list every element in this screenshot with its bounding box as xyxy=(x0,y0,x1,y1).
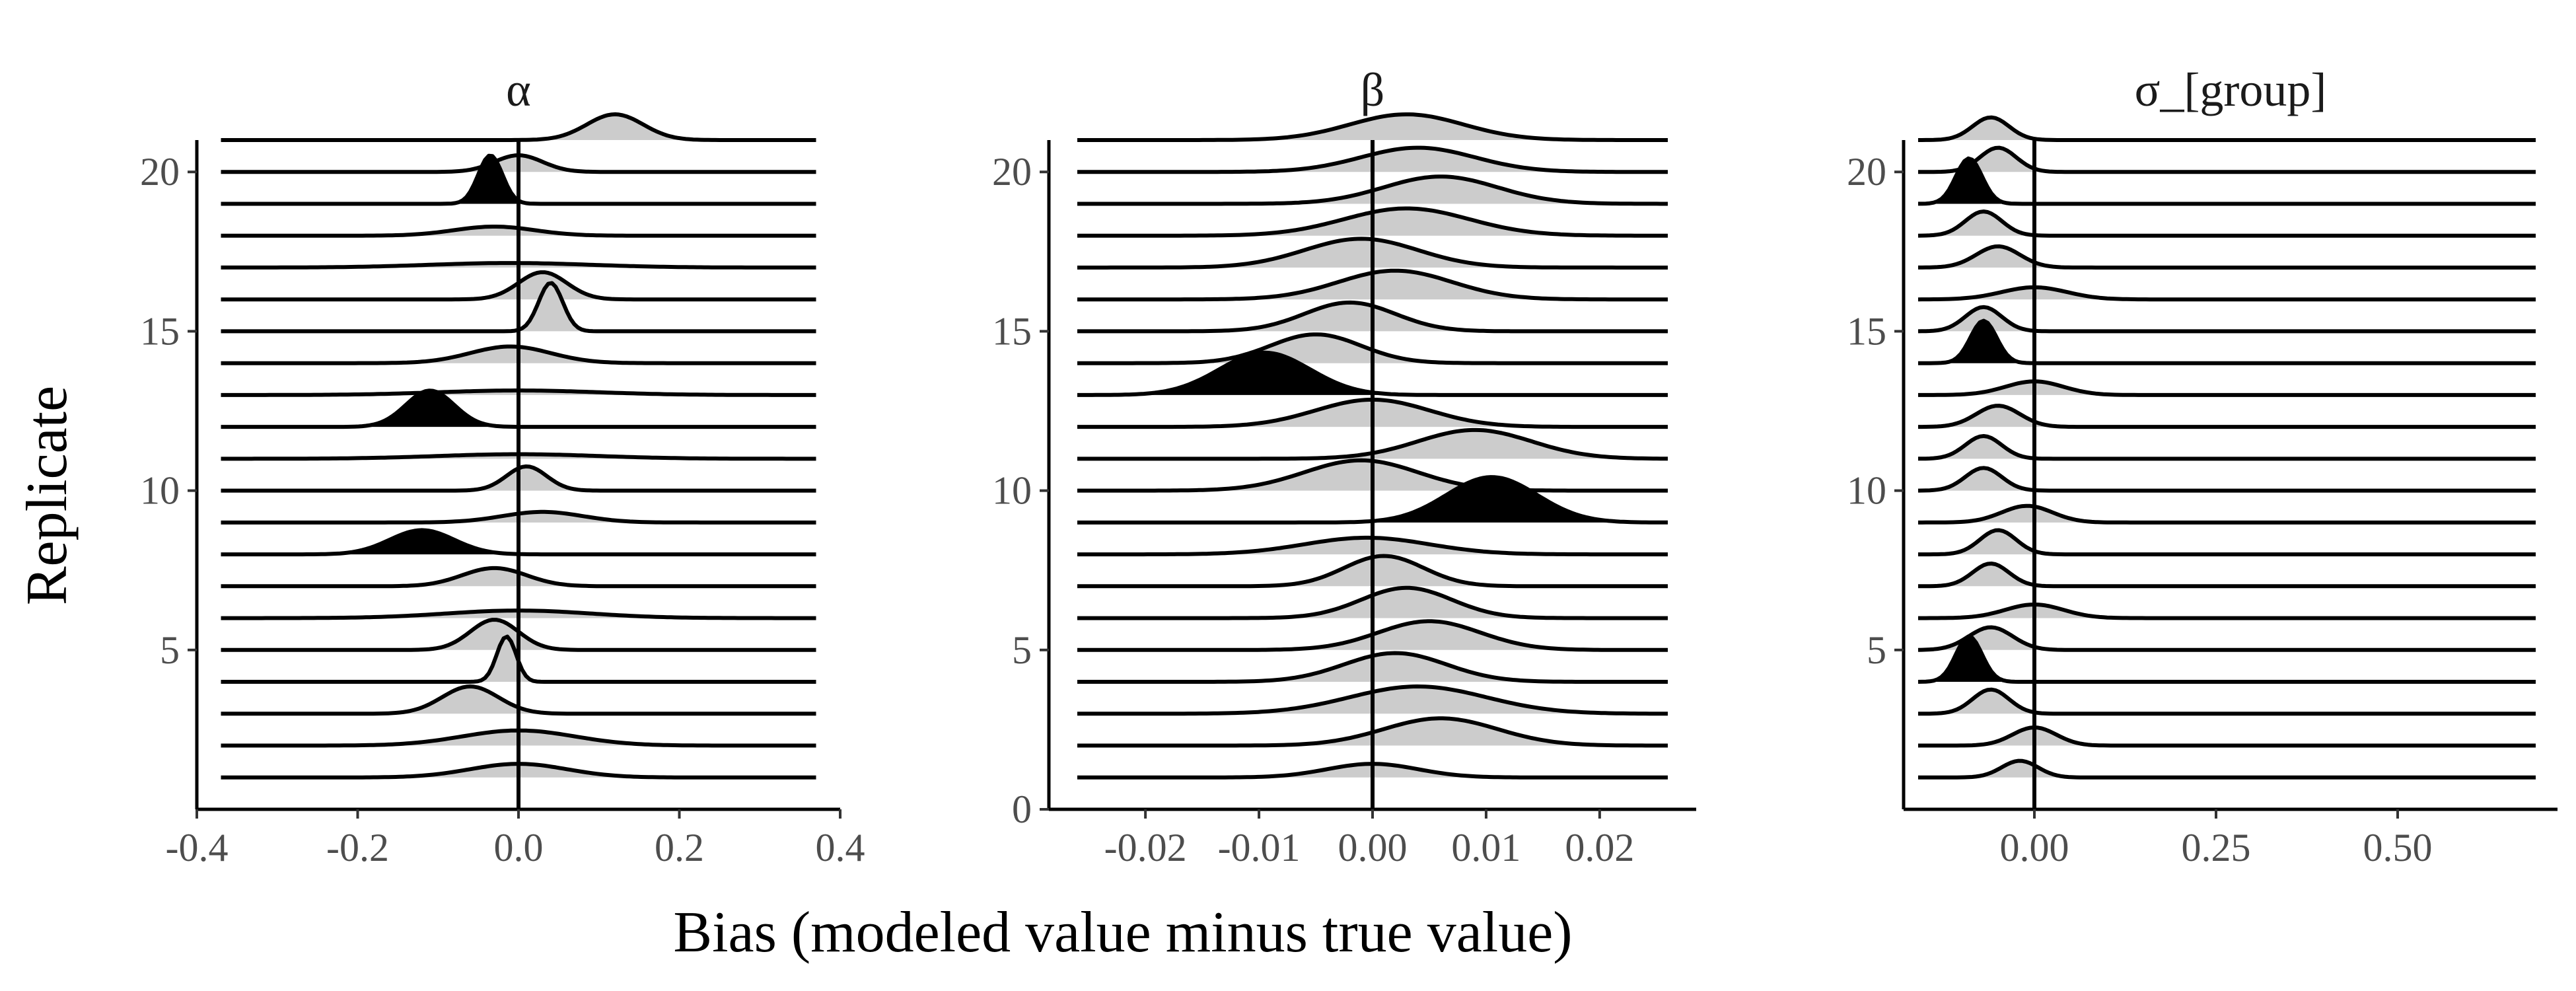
ridge-fill-replicate-2 xyxy=(1918,727,2536,746)
ridge-line-replicate-15 xyxy=(1917,305,2536,334)
ridge-fill-replicate-11 xyxy=(1918,436,2536,459)
y-tick-label: 5 xyxy=(1867,628,1886,672)
x-tick-label: 0.02 xyxy=(1565,826,1634,869)
chart-panels: α 5 10 15 20 -0.4 -0.2 0.0 0.2 0.4 β 0 5 10 15 20 -0.02-… xyxy=(140,63,2558,869)
x-tick-label: 0.01 xyxy=(1451,826,1521,869)
y-tick-label: 10 xyxy=(140,469,180,513)
ridge-fill-replicate-7 xyxy=(1918,564,2536,587)
y-tick-label: 0 xyxy=(1012,788,1032,831)
ridge-line-replicate-6 xyxy=(1918,603,2536,620)
ridge-line-replicate-10 xyxy=(1917,466,2536,493)
panel-title: σ_[group] xyxy=(2135,63,2327,116)
ridge-fill-replicate-3 xyxy=(1918,689,2536,714)
panel-2: β 0 5 10 15 20 -0.02 -0.01 0.00 0.01 0.02 xyxy=(992,63,1696,869)
y-tick-label: 5 xyxy=(160,628,180,672)
ridge-line-replicate-16 xyxy=(1917,285,2536,302)
y-tick-label: 15 xyxy=(992,309,1032,353)
ridge-line-replicate-2 xyxy=(1918,725,2536,748)
ridge-line-replicate-7 xyxy=(1918,562,2536,589)
ridge-line-replicate-21 xyxy=(221,112,816,142)
x-tick-label: -0.4 xyxy=(166,826,229,869)
ridge-line-replicate-17 xyxy=(1918,244,2536,270)
ridge-fill-replicate-2 xyxy=(1077,718,1668,746)
ridge-line-replicate-9 xyxy=(1918,503,2536,525)
ridge-fill-replicate-4 xyxy=(1918,636,2536,682)
y-tick-label: 20 xyxy=(140,150,180,194)
ridge-fill-replicate-21 xyxy=(1918,117,2536,140)
ridge-fill-replicate-19 xyxy=(1918,158,2536,204)
ridge-line-replicate-21 xyxy=(1918,115,2536,142)
x-tick-label: 0.2 xyxy=(655,826,704,869)
ridge-fill-replicate-13 xyxy=(1918,381,2536,395)
panel-title: α xyxy=(506,63,531,116)
x-tick-label: -0.02 xyxy=(1104,826,1187,869)
ridge-line-replicate-4 xyxy=(1917,634,2536,684)
panel-1: α 5 10 15 20 -0.4 -0.2 0.0 0.2 0.4 xyxy=(140,63,865,869)
ridge-line-replicate-19 xyxy=(1918,156,2536,206)
ridge-line-replicate-18 xyxy=(1917,209,2536,238)
x-tick-label: 0.00 xyxy=(2000,826,2069,869)
y-axis-title: Replicate xyxy=(15,386,79,605)
x-tick-label: -0.01 xyxy=(1218,826,1301,869)
ridge-fill-replicate-11 xyxy=(1077,429,1668,459)
ridge-fill-replicate-18 xyxy=(1918,211,2536,236)
y-tick-label: 10 xyxy=(1847,469,1886,513)
ridge-line-replicate-12 xyxy=(1918,404,2536,429)
ridge-fill-replicate-12 xyxy=(1918,406,2536,427)
ridge-fill-replicate-5 xyxy=(1918,627,2536,650)
ridge-fill-replicate-10 xyxy=(1918,468,2536,491)
ridge-fill-replicate-13 xyxy=(1077,352,1668,395)
y-tick-label: 5 xyxy=(1012,628,1032,672)
ridge-fill-replicate-17 xyxy=(1918,246,2536,268)
panel-title: β xyxy=(1361,63,1385,116)
ridge-fill-replicate-19 xyxy=(1077,176,1668,204)
panel-3: σ_[group] 5 10 15 20 0.00 0.25 0.50 xyxy=(1847,63,2558,869)
ridge-line-replicate-1 xyxy=(1918,758,2536,780)
x-tick-label: 0.4 xyxy=(816,826,865,869)
ridge-line-replicate-20 xyxy=(1918,145,2536,174)
x-tick-label: 0.50 xyxy=(2363,826,2433,869)
y-tick-label: 10 xyxy=(992,469,1032,513)
ridge-fill-replicate-8 xyxy=(1918,530,2536,555)
ridge-fill-replicate-9 xyxy=(1077,477,1668,523)
ridge-line-replicate-11 xyxy=(1918,434,2536,461)
ridge-fill-replicate-21 xyxy=(1077,114,1668,140)
ridge-line-replicate-14 xyxy=(1918,318,2536,365)
y-tick-label: 15 xyxy=(140,309,180,353)
x-axis-title: Bias (modeled value minus true value) xyxy=(673,900,1572,965)
ridge-line-replicate-13 xyxy=(1918,379,2536,397)
x-tick-label: 0.25 xyxy=(2182,826,2251,869)
ridge-fill-replicate-15 xyxy=(1918,307,2536,332)
ridge-line-replicate-3 xyxy=(1918,687,2536,716)
y-tick-label: 20 xyxy=(992,150,1032,194)
ridge-line-replicate-21 xyxy=(1077,112,1668,142)
ridge-line-replicate-8 xyxy=(1918,528,2536,557)
x-tick-label: 0.00 xyxy=(1338,826,1408,869)
ridge-fill-replicate-6 xyxy=(1918,605,2536,618)
x-tick-label: -0.2 xyxy=(326,826,389,869)
x-tick-label: 0.0 xyxy=(494,826,544,869)
ridge-fill-replicate-16 xyxy=(1918,287,2536,300)
y-tick-label: 15 xyxy=(1847,309,1886,353)
ridge-line-replicate-5 xyxy=(1917,625,2536,652)
y-tick-label: 20 xyxy=(1847,150,1886,194)
ridge-fill-replicate-21 xyxy=(221,114,816,140)
